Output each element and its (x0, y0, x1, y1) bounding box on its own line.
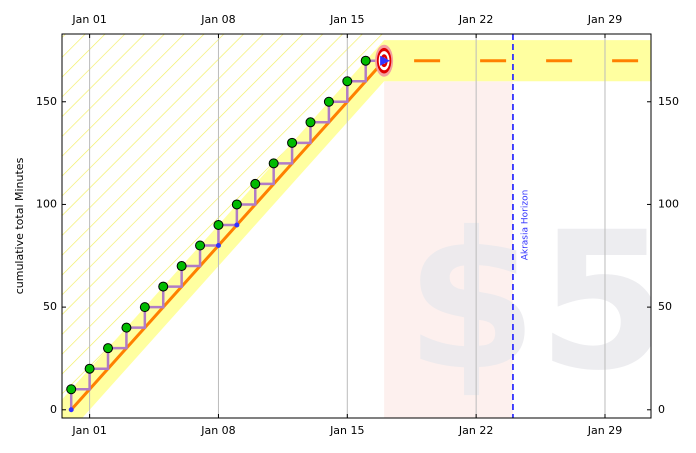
data-point (176, 261, 187, 272)
data-point (360, 55, 371, 66)
y2-tick-label: 50 (658, 300, 672, 313)
step-line (144, 286, 165, 309)
raw-datapoint (68, 407, 74, 413)
goal-arrow (380, 55, 391, 66)
step-line (89, 348, 110, 370)
x-tick-label: Jan 08 (200, 424, 235, 437)
horizon-label: Akrasia Horizon (520, 190, 530, 261)
y2-tick-label: 150 (658, 95, 679, 108)
y-tick-label: 100 (36, 197, 57, 210)
step-line (292, 122, 312, 145)
data-point (342, 76, 353, 87)
data-point (250, 178, 261, 189)
x-tick-label-top: Jan 15 (329, 13, 364, 26)
step-line (236, 183, 257, 206)
data-point (287, 137, 298, 148)
data-point (121, 322, 132, 333)
step-line (71, 368, 91, 391)
step-line (126, 307, 147, 329)
step-line (328, 81, 349, 104)
y-tick-label: 50 (43, 300, 57, 313)
raw-datapoint (234, 222, 240, 228)
y-tick-label: 150 (36, 95, 57, 108)
x-tick-label-top: Jan 01 (71, 13, 106, 26)
road (70, 59, 386, 411)
raw-datapoint (215, 243, 221, 249)
y2-tick-label: 100 (658, 197, 679, 210)
data-point (103, 343, 114, 354)
data-point (66, 384, 77, 395)
step-line (181, 245, 202, 268)
y2-tick-label: 0 (658, 403, 665, 416)
x-tick-label: Jan 15 (329, 424, 364, 437)
plot-frame (61, 33, 652, 419)
data-point (158, 281, 169, 292)
x-tick-label-top: Jan 22 (458, 13, 493, 26)
data-point (195, 240, 206, 251)
pink-region (384, 81, 513, 418)
data-point (231, 199, 242, 210)
x-tick-label: Jan 29 (587, 424, 622, 437)
x-tick-label-top: Jan 08 (200, 13, 235, 26)
y-axis-label: cumulative total Minutes (13, 157, 26, 294)
data-point (139, 302, 150, 313)
data-point (84, 363, 95, 374)
lane (62, 40, 651, 418)
x-tick-label: Jan 01 (71, 424, 106, 437)
step-line (108, 327, 128, 350)
y-tick-label: 0 (50, 403, 57, 416)
watermark: $5 (405, 191, 669, 412)
step-line (273, 142, 294, 165)
x-tick-label-top: Jan 29 (587, 13, 622, 26)
step-line (163, 266, 183, 288)
data-point (213, 219, 224, 230)
step-line (347, 60, 367, 83)
data-point (305, 117, 316, 128)
step-line (310, 101, 331, 124)
data-point (268, 158, 279, 169)
data-point (323, 96, 334, 107)
x-tick-label: Jan 22 (458, 424, 493, 437)
step-line (255, 163, 275, 186)
